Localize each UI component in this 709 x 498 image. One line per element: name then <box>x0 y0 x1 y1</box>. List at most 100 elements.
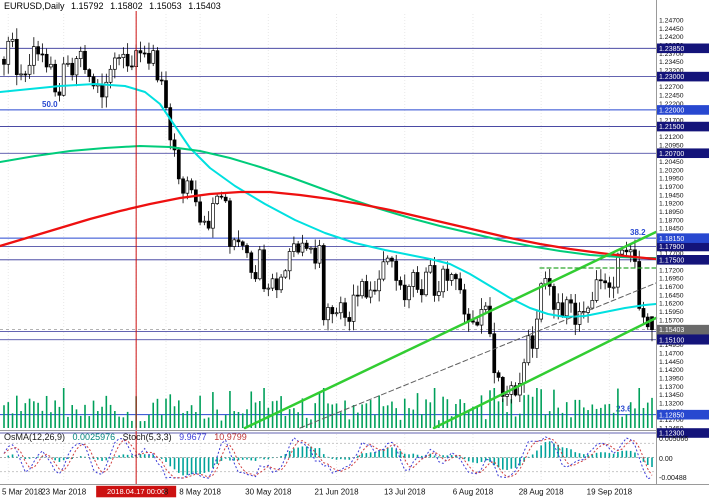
svg-text:2018.04.17 00:00: 2018.04.17 00:00 <box>107 487 165 496</box>
price-tick-label: 1.17700 <box>659 251 684 258</box>
time-axis-label: 5 Mar 2018 <box>2 488 43 497</box>
time-axis-label: 8 <box>164 488 169 497</box>
price-tick-label: 1.14700 <box>659 351 684 358</box>
price-level-badge <box>657 233 709 243</box>
indicator-layer <box>0 436 656 480</box>
price-tick-label: 1.16700 <box>659 284 684 291</box>
svg-text:1.21500: 1.21500 <box>659 124 684 131</box>
grid-layer <box>7 14 610 481</box>
price-tick-label: 1.16950 <box>659 276 684 283</box>
svg-text:1.17500: 1.17500 <box>659 257 684 264</box>
price-tick-label: 1.13450 <box>659 392 684 399</box>
time-axis-label: 13 Jul 2018 <box>384 488 426 497</box>
time-axis-label: 21 Jun 2018 <box>315 488 360 497</box>
time-axis-label: 19 Sep 2018 <box>587 488 633 497</box>
svg-text:1.20700: 1.20700 <box>659 151 684 158</box>
price-tick-label: 1.20950 <box>659 142 684 149</box>
price-level-badge <box>657 428 709 438</box>
price-tick-label: 1.24200 <box>659 34 684 41</box>
price-level-badge <box>657 255 709 265</box>
price-tick-label: 1.13950 <box>659 376 684 383</box>
price-tick-label: 1.18700 <box>659 217 684 224</box>
fib-label: 50.0 <box>42 100 58 109</box>
osma-value: 0.0025976 <box>72 432 116 442</box>
symbol-period-label: EURUSD,Daily <box>4 1 65 11</box>
svg-text:1.15100: 1.15100 <box>659 337 684 344</box>
svg-text:1.15403: 1.15403 <box>659 327 684 334</box>
indicator-axis-label: 0.005066 <box>659 436 688 443</box>
price-tick-label: 1.15950 <box>659 309 684 316</box>
price-tick-label: 1.14450 <box>659 359 684 366</box>
price-tick-label: 1.12700 <box>659 417 684 424</box>
price-tick-label: 1.24700 <box>659 18 684 25</box>
price-tick-label: 1.22700 <box>659 84 684 91</box>
price-tick-label: 1.23700 <box>659 51 684 58</box>
osma-label: OsMA(12,26,9) <box>4 432 66 442</box>
price-level-badge <box>657 324 709 335</box>
time-axis-label: 28 Aug 2018 <box>519 488 564 497</box>
price-tick-label: 1.21700 <box>659 117 684 124</box>
price-level-badge <box>657 71 709 82</box>
levels-layer: 50.0 38.2 23.6 <box>0 47 656 434</box>
price-level-badge <box>657 241 709 252</box>
svg-text:1.12300: 1.12300 <box>659 431 684 438</box>
indicator-axis-label: 0.00 <box>659 456 673 463</box>
price-tick-label: 1.19450 <box>659 192 684 199</box>
price-tick-label: 1.16200 <box>659 301 684 308</box>
stoch-k-value: 9.9677 <box>179 432 207 442</box>
price-level-badge <box>657 334 709 345</box>
price-tick-label: 1.21200 <box>659 134 684 141</box>
price-tick-label: 1.13200 <box>659 401 684 408</box>
price-tick-label: 1.23450 <box>659 59 684 66</box>
time-axis-label: 30 May 2018 <box>245 488 292 497</box>
price-tick-label: 1.18950 <box>659 209 684 216</box>
quote-close: 1.15403 <box>188 1 221 11</box>
price-tick-label: 1.14950 <box>659 342 684 349</box>
price-axis[interactable]: 1.247001.244501.242001.239501.237001.234… <box>657 18 709 483</box>
quote-high: 1.15802 <box>110 1 143 11</box>
svg-text:1.22000: 1.22000 <box>659 108 684 115</box>
price-level-badge <box>657 121 709 132</box>
separators <box>0 0 709 485</box>
stoch-label: Stoch(5,3,3) <box>122 432 172 442</box>
price-tick-label: 1.14200 <box>659 367 684 374</box>
svg-text:1.23000: 1.23000 <box>659 74 684 81</box>
price-tick-label: 1.22200 <box>659 101 684 108</box>
quote-low: 1.15053 <box>149 1 182 11</box>
ma-layer <box>0 83 658 318</box>
price-level-badge <box>657 105 709 115</box>
indicator-labels: OsMA(12,26,9) 0.0025976 Stoch(5,3,3) 9.9… <box>4 432 252 442</box>
vertical-line-time-badge <box>96 485 177 498</box>
price-tick-label: 1.13700 <box>659 384 684 391</box>
price-tick-label: 1.22450 <box>659 92 684 99</box>
svg-text:1.12850: 1.12850 <box>659 412 684 419</box>
price-tick-label: 1.16450 <box>659 292 684 299</box>
price-tick-label: 1.17200 <box>659 267 684 274</box>
price-tick-label: 1.19700 <box>659 184 684 191</box>
svg-text:1.18150: 1.18150 <box>659 236 684 243</box>
time-axis-label: 8 May 2018 <box>179 488 221 497</box>
fib-label: 38.2 <box>630 228 646 237</box>
price-level-badge <box>657 148 709 159</box>
svg-text:1.17900: 1.17900 <box>659 244 684 251</box>
price-tick-label: 1.15700 <box>659 317 684 324</box>
price-tick-label: 1.20200 <box>659 167 684 174</box>
fib-label: 23.6 <box>616 405 632 414</box>
price-tick-label: 1.20450 <box>659 159 684 166</box>
indicator-axis-label: -0.00488 <box>659 475 687 482</box>
price-tick-label: 1.18450 <box>659 226 684 233</box>
svg-text:1.23850: 1.23850 <box>659 46 684 53</box>
time-axis-label: 23 Mar 2018 <box>41 488 86 497</box>
stoch-d-value: 10.9799 <box>214 432 247 442</box>
time-axis-label: 6 Aug 2018 <box>453 488 494 497</box>
quote-overlay: EURUSD,Daily 1.15792 1.15802 1.15053 1.1… <box>4 1 225 11</box>
price-tick-label: 1.23200 <box>659 67 684 74</box>
quote-open: 1.15792 <box>71 1 104 11</box>
candles-layer <box>2 28 654 406</box>
price-level-badge <box>657 43 709 54</box>
price-tick-label: 1.19950 <box>659 176 684 183</box>
price-tick-label: 1.24450 <box>659 26 684 33</box>
